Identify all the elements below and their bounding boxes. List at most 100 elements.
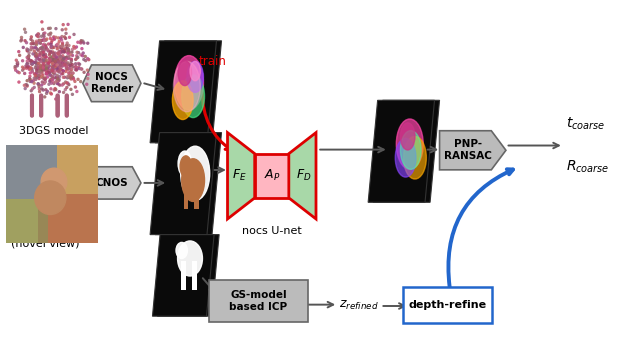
Point	[48, 58, 58, 64]
Point	[36, 103, 46, 108]
Point	[50, 71, 60, 77]
Point	[68, 76, 78, 82]
Point	[40, 30, 50, 36]
Point	[73, 39, 83, 45]
Point	[23, 47, 33, 53]
Polygon shape	[373, 100, 439, 202]
Point	[52, 98, 63, 103]
Point	[52, 56, 62, 62]
Point	[52, 111, 63, 117]
Point	[61, 69, 71, 74]
Circle shape	[190, 62, 200, 81]
Point	[71, 67, 82, 73]
Point	[52, 73, 63, 78]
Point	[35, 89, 45, 94]
Point	[46, 81, 56, 86]
Point	[40, 52, 51, 57]
Point	[51, 63, 61, 68]
Point	[50, 59, 60, 64]
Point	[62, 95, 72, 100]
Circle shape	[401, 131, 421, 169]
Point	[46, 26, 56, 31]
Point	[54, 69, 64, 74]
Point	[32, 53, 42, 59]
Point	[41, 66, 51, 71]
Point	[68, 71, 78, 76]
Point	[37, 49, 47, 54]
Point	[58, 60, 68, 66]
Point	[66, 75, 76, 81]
Point	[25, 70, 35, 75]
Point	[52, 56, 62, 61]
Point	[52, 108, 63, 113]
Text: $z_{refined}$: $z_{refined}$	[339, 299, 379, 311]
Point	[79, 40, 89, 46]
Point	[12, 63, 22, 69]
Bar	[6, 144, 57, 199]
Point	[54, 74, 64, 79]
Point	[38, 53, 48, 59]
Circle shape	[396, 119, 423, 169]
Point	[59, 34, 70, 40]
Point	[36, 111, 46, 117]
Point	[41, 66, 51, 71]
Point	[49, 87, 59, 93]
Point	[33, 31, 43, 37]
Point	[46, 41, 56, 47]
Point	[65, 52, 75, 57]
Point	[51, 63, 61, 68]
Point	[52, 44, 62, 49]
Point	[56, 55, 66, 61]
Point	[73, 61, 83, 66]
Point	[55, 57, 65, 63]
Point	[51, 87, 61, 92]
Point	[69, 32, 79, 37]
Point	[46, 45, 56, 50]
Point	[58, 43, 68, 49]
Point	[36, 45, 46, 51]
Point	[41, 45, 51, 51]
Point	[43, 66, 53, 71]
Point	[22, 48, 32, 54]
Point	[32, 33, 42, 38]
Point	[46, 31, 56, 36]
Point	[30, 65, 40, 70]
Point	[31, 76, 41, 82]
Point	[36, 109, 46, 115]
Point	[40, 42, 51, 48]
Point	[56, 44, 66, 49]
Point	[39, 52, 49, 57]
Point	[49, 55, 59, 61]
Point	[39, 53, 49, 58]
Point	[40, 54, 51, 59]
Point	[25, 77, 35, 82]
Point	[29, 59, 39, 65]
Point	[59, 56, 70, 61]
Point	[58, 41, 68, 47]
Point	[35, 38, 45, 43]
Point	[46, 86, 56, 91]
Point	[27, 62, 37, 67]
Point	[25, 58, 35, 63]
Point	[68, 53, 78, 58]
Circle shape	[176, 242, 188, 258]
Point	[22, 82, 32, 88]
Point	[66, 76, 76, 82]
Point	[58, 53, 68, 58]
Text: NOCS
Render: NOCS Render	[91, 72, 133, 94]
Point	[52, 68, 63, 73]
Point	[36, 98, 46, 103]
Point	[53, 35, 63, 40]
Point	[83, 76, 93, 81]
Point	[46, 50, 56, 55]
Polygon shape	[83, 167, 141, 199]
Point	[54, 78, 64, 83]
Point	[20, 86, 30, 91]
Point	[44, 41, 54, 47]
Point	[53, 65, 63, 70]
Point	[46, 54, 56, 60]
Point	[42, 68, 52, 73]
Point	[27, 103, 37, 108]
Point	[11, 68, 21, 73]
Point	[71, 57, 81, 62]
